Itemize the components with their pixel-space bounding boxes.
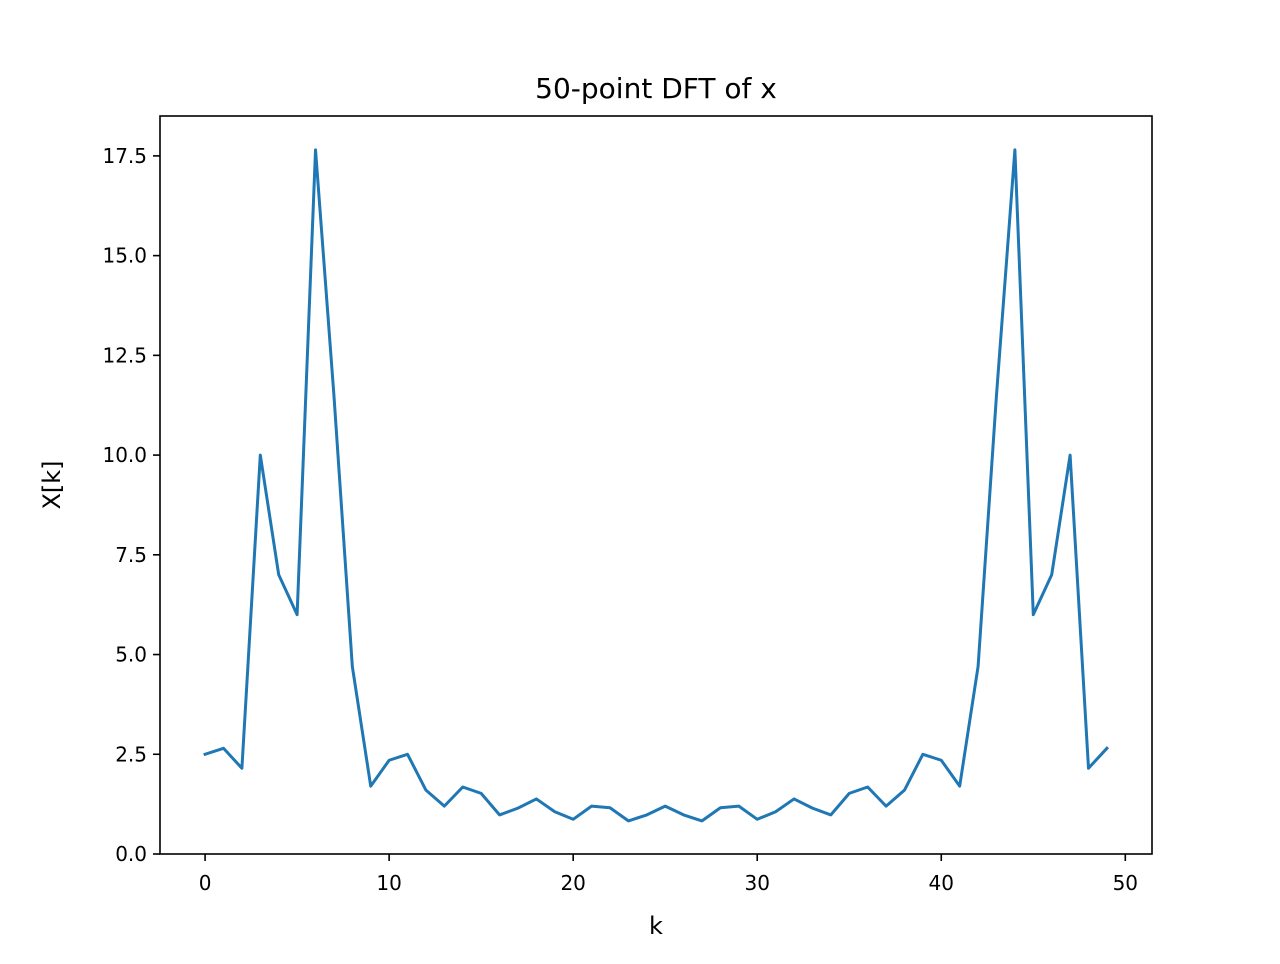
x-tick-label: 50	[1113, 871, 1138, 895]
y-tick-label: 2.5	[115, 742, 147, 766]
plot-area	[205, 150, 1107, 821]
y-tick-label: 17.5	[102, 144, 147, 168]
x-tick-label: 10	[376, 871, 401, 895]
axes-frame	[160, 116, 1152, 854]
x-tick-label: 30	[744, 871, 769, 895]
x-axis-label: k	[649, 912, 663, 940]
y-tick-label: 5.0	[115, 643, 147, 667]
y-axis-label: X[k]	[38, 460, 66, 509]
y-tick-label: 7.5	[115, 543, 147, 567]
x-tick-label: 0	[199, 871, 212, 895]
x-tick-label: 40	[929, 871, 954, 895]
y-tick-label: 10.0	[102, 443, 147, 467]
series-line	[205, 150, 1107, 821]
x-tick-label: 20	[560, 871, 585, 895]
chart-title: 50-point DFT of x	[535, 72, 777, 105]
y-tick-label: 0.0	[115, 842, 147, 866]
y-tick-label: 15.0	[102, 244, 147, 268]
y-tick-label: 12.5	[102, 343, 147, 367]
